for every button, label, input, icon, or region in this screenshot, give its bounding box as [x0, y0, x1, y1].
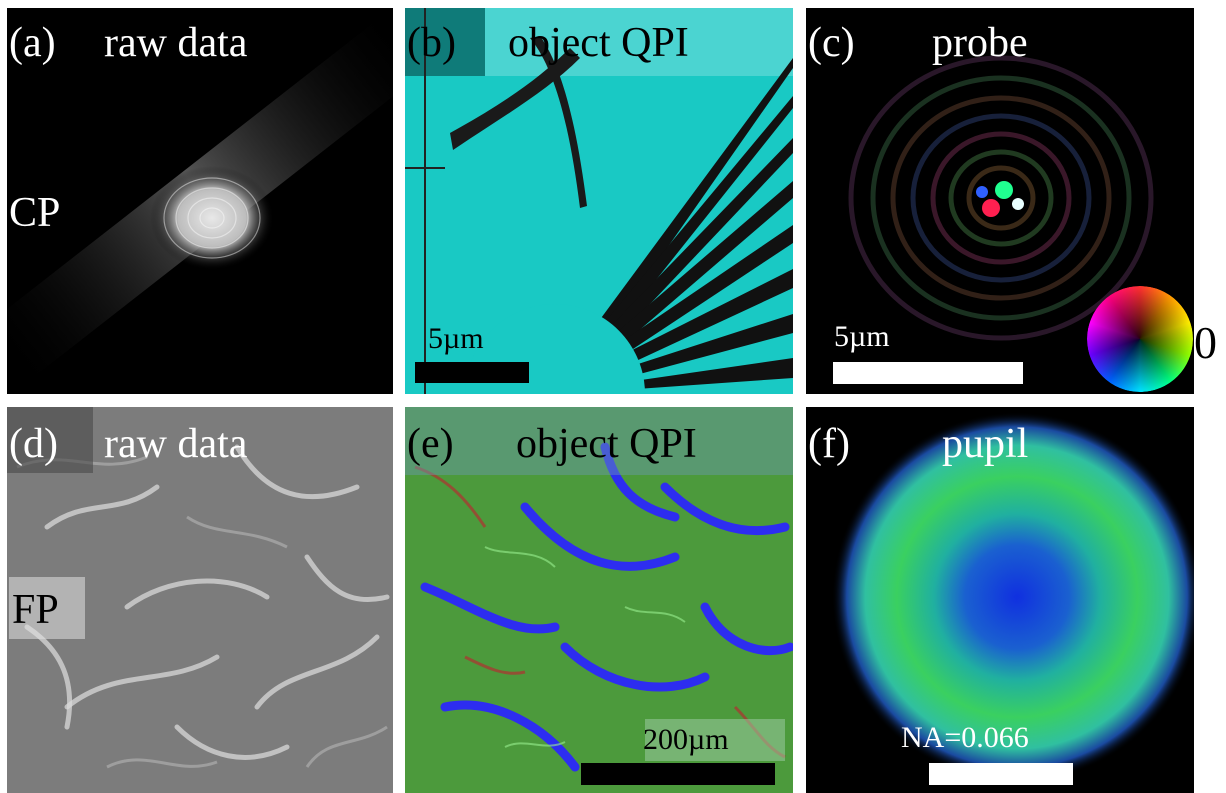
diffraction-pattern-image — [7, 11, 393, 387]
panel-letter: (e) — [407, 421, 454, 467]
probe-complex-field-image — [848, 55, 1154, 341]
panel-letter: (f) — [808, 421, 850, 467]
phase-color-wheel — [1087, 286, 1193, 392]
panel-f-pupil: (f) pupil NA=0.066 — [806, 407, 1194, 793]
scale-bar-label: 5µm — [428, 322, 484, 355]
row-label-cp: CP — [9, 190, 61, 236]
panel-letter: (d) — [9, 421, 58, 467]
tissue-phase-image — [405, 407, 793, 793]
scale-bar — [581, 763, 775, 785]
panel-title: raw data — [104, 20, 248, 66]
scale-bar — [929, 763, 1073, 785]
row-label-fp: FP — [12, 587, 59, 633]
phase-wheel-pi-label: π — [1051, 313, 1075, 364]
siemens-star-phase-image — [405, 8, 793, 394]
panel-title: object QPI — [508, 20, 689, 66]
pupil-function-image — [832, 412, 1194, 782]
panel-letter: (b) — [407, 20, 456, 66]
panel-title: probe — [932, 20, 1028, 66]
fourier-ptychography-raw-image — [7, 407, 393, 793]
panel-title: raw data — [104, 421, 248, 467]
panel-b-object-qpi: (b) object QPI 5µm — [405, 8, 793, 394]
panel-title: pupil — [942, 421, 1029, 467]
scale-bar-label: 200µm — [643, 723, 729, 756]
panel-a-raw-data-cp: (a) raw data CP — [7, 8, 393, 394]
phase-wheel-zero-label: 0 — [1194, 317, 1217, 368]
panel-e-object-qpi: (e) object QPI 200µm — [405, 407, 793, 793]
panel-d-raw-data-fp: (d) raw data FP — [7, 407, 393, 793]
scale-bar-label: 5µm — [834, 320, 890, 353]
panel-title: object QPI — [516, 421, 697, 467]
scale-bar — [415, 362, 529, 383]
panel-letter: (c) — [808, 20, 855, 66]
scale-bar — [833, 362, 1023, 384]
na-label: NA=0.066 — [901, 721, 1029, 754]
panel-letter: (a) — [9, 20, 56, 66]
